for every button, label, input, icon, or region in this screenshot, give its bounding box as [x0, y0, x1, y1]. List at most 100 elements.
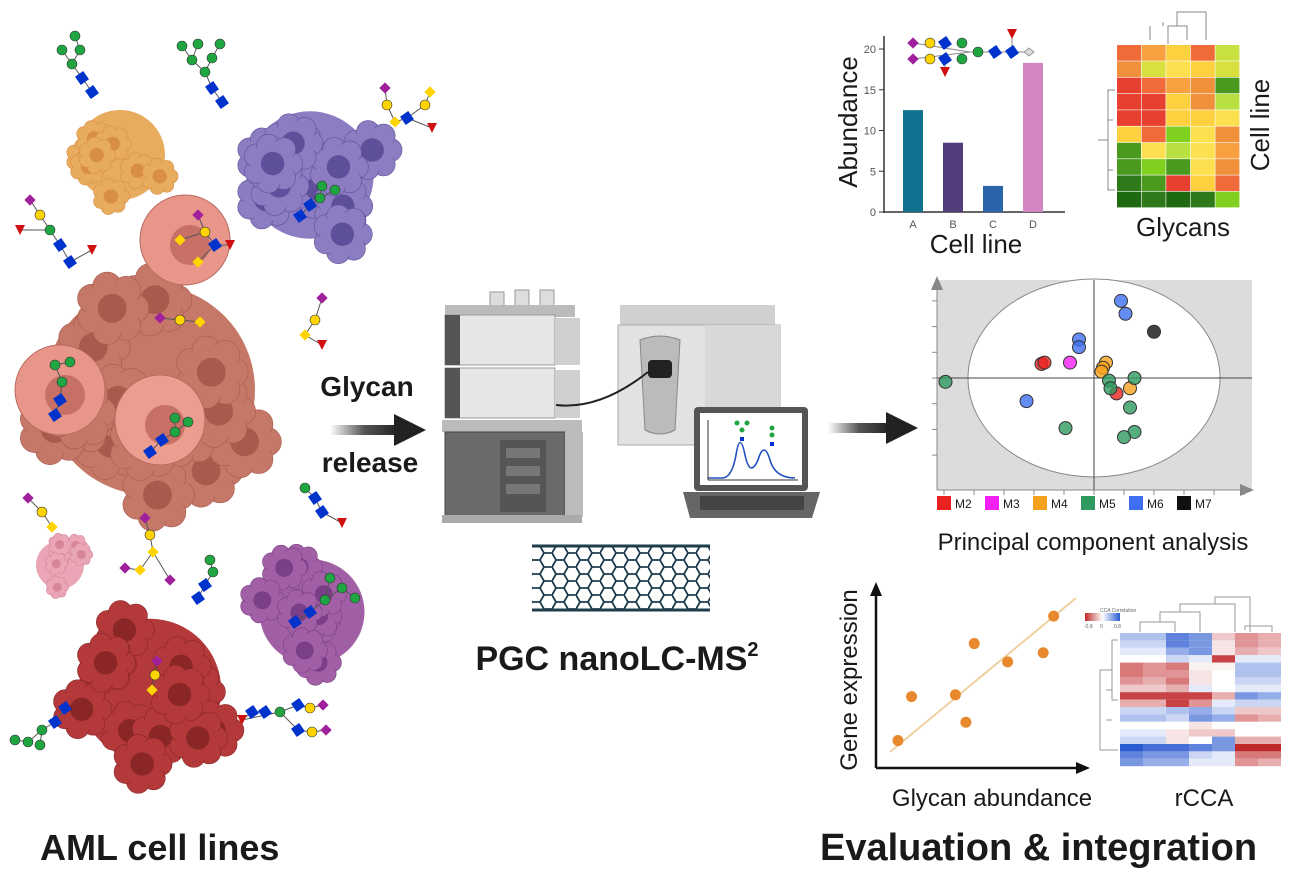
rcca-cell — [1143, 670, 1166, 678]
hexose-icon — [389, 116, 401, 128]
galactose-icon — [924, 37, 936, 49]
legend-swatch-M4 — [1033, 496, 1047, 510]
heatmap-cell — [1190, 175, 1215, 192]
heatmap-cell — [1117, 175, 1141, 192]
glycan — [48, 356, 76, 422]
glycan — [174, 209, 235, 268]
heatmap-cell — [1215, 142, 1240, 159]
rcca-cell — [1212, 744, 1235, 752]
rcca-cell — [1235, 707, 1258, 715]
heatmap-cell — [1117, 93, 1141, 110]
heatmap-cell — [1190, 93, 1215, 110]
nucleus — [52, 582, 62, 592]
cell — [113, 734, 173, 794]
x-tick-label: C — [989, 219, 997, 231]
rcca-cell — [1166, 684, 1189, 693]
nucleus — [51, 559, 61, 569]
rcca-cell — [1120, 647, 1143, 656]
neuac-icon — [139, 512, 151, 524]
glcnac-icon — [258, 705, 272, 719]
galactose-icon — [174, 314, 186, 326]
rcca-cell — [1235, 640, 1258, 648]
mannose-icon — [36, 724, 48, 736]
x-tick-label: B — [949, 219, 956, 231]
heatmap-cell — [1215, 175, 1240, 192]
mannose-icon — [199, 66, 211, 78]
glycan — [154, 312, 206, 328]
glcnac-icon — [938, 52, 952, 66]
heatmap-cell — [1166, 126, 1191, 143]
nucleus — [103, 189, 119, 204]
rcca-cell — [1166, 699, 1189, 707]
heatmap-cell — [1215, 45, 1240, 61]
mannose-icon — [169, 412, 181, 424]
heatmap-cell — [1215, 61, 1240, 77]
legend-swatch-M7 — [1177, 496, 1191, 510]
heatmap-cell — [1141, 110, 1166, 126]
mannose-icon — [316, 180, 328, 192]
rcca-cell — [1258, 655, 1281, 663]
glcnac-icon — [53, 238, 67, 252]
rcca-cell — [1235, 670, 1258, 678]
nucleus — [152, 169, 167, 184]
rcca-cell — [1189, 758, 1212, 767]
rcca-cell — [1120, 662, 1143, 670]
rcca-cell — [1189, 721, 1212, 730]
mannose-icon — [324, 572, 336, 584]
heatmap-cell — [1117, 77, 1141, 94]
bar-A — [903, 110, 923, 212]
nucleus — [97, 293, 127, 323]
rcca-cell — [1258, 707, 1281, 715]
fucose-icon — [317, 340, 327, 350]
mannose-icon — [274, 706, 286, 718]
cell — [313, 204, 373, 264]
hexose-icon — [134, 564, 146, 576]
rcca-cell — [1212, 729, 1235, 737]
mannose-icon — [44, 224, 56, 236]
glcnac-icon — [205, 81, 219, 95]
rcca-cell — [1120, 707, 1143, 715]
heatmap-cell — [1215, 126, 1240, 143]
rcca-cell — [1235, 714, 1258, 722]
glcnac-icon — [245, 705, 259, 719]
rcca-cell — [1143, 699, 1166, 707]
glcnac-icon — [303, 605, 317, 619]
glycan — [146, 655, 163, 696]
glcnac-icon — [85, 85, 99, 99]
galactose-icon — [304, 702, 316, 714]
rcca-cell — [1143, 707, 1166, 715]
rcca-cell — [1235, 684, 1258, 693]
scatter-xlabel: Glycan abundance — [892, 785, 1092, 812]
correlation-scatter — [870, 582, 1090, 774]
rcca-cell — [1120, 714, 1143, 722]
rcca-cell — [1166, 692, 1189, 700]
glycan — [9, 701, 72, 751]
pca-point-M3 — [1063, 355, 1077, 370]
heatmap-cell — [1190, 126, 1215, 143]
heatmap-cell — [1215, 191, 1240, 208]
legend-swatch-M3 — [985, 496, 999, 510]
mannose-icon — [956, 37, 968, 49]
scatter-point — [960, 716, 972, 728]
cell — [70, 542, 94, 567]
mannose-icon — [34, 739, 46, 751]
mannose-icon — [186, 54, 198, 66]
heatmap-cell — [1141, 159, 1166, 175]
nucleus — [196, 357, 226, 387]
mannose-icon — [956, 53, 968, 65]
glcnac-icon — [1005, 45, 1019, 59]
fucose-icon — [237, 715, 247, 725]
rcca-cell — [1212, 647, 1235, 656]
cell — [77, 271, 150, 345]
heatmap-cell — [1141, 175, 1166, 192]
cell — [46, 575, 69, 599]
neuac-icon — [317, 699, 329, 711]
legend-swatch-M6 — [1129, 496, 1143, 510]
pca-point-M6 — [1114, 293, 1128, 308]
rcca-cell — [1120, 721, 1143, 730]
rcca-cell — [1235, 699, 1258, 707]
rcca-cell — [1120, 751, 1143, 759]
rcca-cell — [1189, 714, 1212, 722]
rcca-cell — [1120, 655, 1143, 663]
glycan-release-arrow — [330, 414, 426, 446]
